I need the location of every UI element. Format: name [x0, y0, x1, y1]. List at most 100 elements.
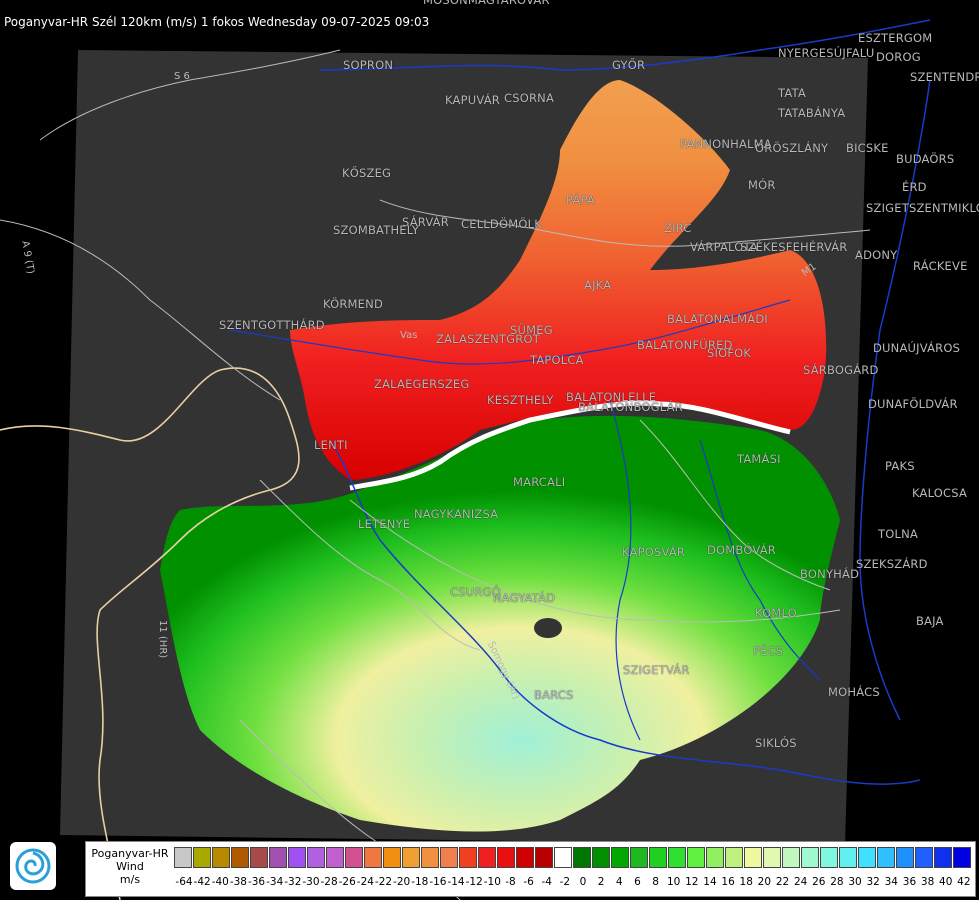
city-label-bicske: BICSKE: [846, 141, 889, 155]
city-label-szombathely: SZOMBATHELY: [333, 223, 420, 237]
legend-tick-label: -40: [211, 876, 229, 888]
legend-tick-label: 10: [666, 876, 681, 888]
legend-swatch: [915, 847, 933, 868]
legend-swatch: [649, 847, 667, 868]
legend-tick-label: 38: [920, 876, 935, 888]
legend-tick-label: -38: [229, 876, 247, 888]
city-label-zirc: ZIRC: [664, 221, 692, 235]
legend-product: Wind: [116, 860, 144, 873]
city-label-dorog: DOROG: [876, 50, 921, 64]
city-label-dombovar: DOMBÓVÁR: [707, 543, 776, 557]
legend-swatch: [497, 847, 515, 868]
legend-tick-label: -22: [374, 876, 393, 888]
legend-swatch: [592, 847, 610, 868]
zero-velocity-line: [349, 400, 791, 491]
legend-tick-label: -64: [175, 876, 193, 888]
city-label-paks: PAKS: [885, 459, 915, 473]
legend-tick-label: 32: [866, 876, 880, 888]
city-label-balatonfured: BALATONFÜRED: [637, 338, 733, 352]
city-label-ajka: AJKA: [584, 278, 612, 292]
legend-swatch: [630, 847, 648, 868]
legend-tick-label: 36: [902, 876, 917, 888]
legend-tick-label: -16: [429, 876, 447, 888]
city-label-mohacs: MOHÁCS: [828, 685, 880, 699]
city-label-nagykanizsa: NAGYKANIZSA: [414, 507, 499, 521]
river: [609, 399, 641, 741]
city-label-papa: PÁPA: [566, 193, 595, 207]
legend-swatch: [364, 847, 382, 868]
region-border: [639, 419, 831, 591]
legend-tick-label: 18: [739, 876, 753, 888]
river: [329, 439, 921, 785]
region-border: [379, 199, 871, 247]
legend-tick-label: 22: [775, 876, 790, 888]
city-label-celldomolk: CELLDÖMÖLK: [461, 217, 542, 231]
city-label-tatabanya: TATABÁNYA: [778, 106, 846, 120]
city-label-tolna: TOLNA: [878, 527, 918, 541]
city-label-zalaszentgrot: ZALASZENTGRÓT: [436, 332, 540, 346]
region-border: [259, 479, 481, 651]
legend-tick-label: -4: [541, 876, 552, 888]
city-label-bonyhad: BONYHÁD: [800, 567, 860, 581]
echo-gap: [534, 618, 562, 638]
legend-swatch: [763, 847, 781, 868]
legend-tick-label: 0: [579, 876, 587, 888]
legend-tick-label: -36: [247, 876, 266, 888]
road-label: S 6: [174, 71, 190, 82]
legend-tick-label: -20: [393, 876, 411, 888]
city-label-pannonhalma: PANNONHALMA: [680, 137, 772, 151]
city-label-sarvar: SÁRVÁR: [402, 215, 449, 229]
legend-swatch: [402, 847, 420, 868]
city-label-sumeg: SÜMEG: [510, 323, 553, 337]
legend-swatch: [934, 847, 952, 868]
legend-swatch: [269, 847, 287, 868]
legend-tick-label: 26: [812, 876, 826, 888]
region-border: [39, 49, 341, 141]
city-label-szentendre: SZENTENDRE: [910, 70, 979, 84]
legend-swatch: [744, 847, 762, 868]
legend-swatch: [288, 847, 306, 868]
legend-tick-label: -18: [411, 876, 429, 888]
city-label-kalocsa: KALOCSA: [912, 486, 968, 500]
city-label-balatonboglar: BALATONBOGLÁR: [578, 400, 683, 414]
legend-tick-label: 6: [634, 876, 641, 888]
city-label-siklos: SIKLÓS: [755, 736, 797, 750]
legend-tick-label: -42: [193, 876, 211, 888]
legend-swatch: [421, 847, 439, 868]
legend-swatch: [725, 847, 743, 868]
road-label: 11 (HR): [157, 620, 168, 659]
legend-swatches: [174, 847, 972, 868]
hungaromet-logo: [10, 842, 56, 890]
radar-echo-negative: [290, 80, 827, 480]
legend-tick-label: -26: [338, 876, 356, 888]
legend-swatch: [611, 847, 629, 868]
legend-swatch: [326, 847, 344, 868]
legend-swatch: [687, 847, 705, 868]
legend-swatch: [877, 847, 895, 868]
legend-radar-name: Poganyvar-HR: [91, 847, 169, 860]
river: [699, 439, 821, 681]
legend-tick-label: 34: [884, 876, 898, 888]
city-label-kaposvar: KAPOSVÁR: [622, 545, 686, 559]
city-label-sopron: SOPRON: [343, 58, 394, 72]
city-label-oroszlany: ORÖSZLÁNY: [755, 141, 829, 155]
city-label-siofok: SIÓFOK: [707, 346, 752, 360]
river: [319, 19, 931, 71]
city-label-barcs: BARCS: [534, 688, 574, 702]
velocity-legend: Poganyvar-HR Wind m/s -64 -42 -40 -38 -36 -34…: [85, 841, 976, 897]
legend-tick-label: -34: [266, 876, 284, 888]
city-label-gyor: GYŐR: [612, 58, 646, 72]
legend-tick-label: -8: [505, 876, 516, 888]
city-label-marcali: MARCALI: [513, 475, 566, 489]
city-label-koszeg: KŐSZEG: [342, 166, 392, 180]
city-label-zalaegerszeg: ZALAEGERSZEG: [374, 377, 470, 391]
legend-swatch: [820, 847, 838, 868]
region-border: [349, 499, 841, 623]
city-label-balatonlelle: BALATONLELLE: [566, 390, 657, 404]
city-label-dunaujvaros: DUNAÚJVÁROS: [873, 341, 961, 355]
city-label-rackeve: RÁCKEVE: [913, 259, 968, 273]
legend-swatch: [782, 847, 800, 868]
legend-swatch: [174, 847, 192, 868]
legend-tick-label: -14: [447, 876, 465, 888]
